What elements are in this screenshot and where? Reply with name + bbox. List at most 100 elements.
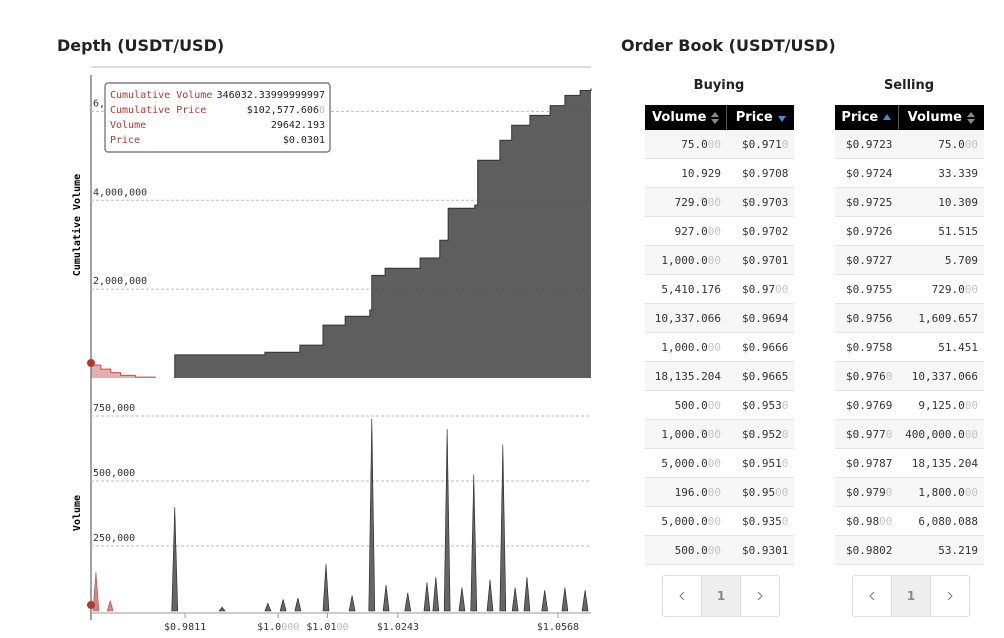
table-header: Volume Price — [645, 105, 794, 130]
tooltip-label: Cumulative Volume — [110, 90, 212, 101]
table-row: 196.000 $0.9500 — [645, 478, 794, 507]
table-row: 10,337.066 $0.9694 — [645, 304, 794, 333]
tooltip-value: 29642.193 — [271, 120, 325, 131]
column-header[interactable]: Price — [835, 105, 899, 130]
table-cell: $0.9350 — [742, 514, 789, 528]
table-row: $0.9760 10,337.066 — [835, 362, 984, 391]
volume-spike — [523, 577, 531, 612]
y-label: Cumulative Volume — [71, 174, 83, 276]
volume-spike — [432, 577, 440, 612]
table-cell: 53.219 — [938, 543, 978, 557]
table-cell: 5,000.000 — [661, 456, 721, 470]
header-text: Volume — [652, 110, 707, 125]
sort-icon — [966, 111, 975, 124]
x-tick-label: $1.0100 — [306, 622, 348, 633]
x-tick-label: $1.0243 — [377, 622, 419, 633]
table-row: 5,410.176 $0.9700 — [645, 275, 794, 304]
y-label: Volume — [72, 495, 83, 531]
table-row: $0.9800 6,080.088 — [835, 507, 984, 536]
volume-spike — [541, 590, 549, 612]
column-header[interactable]: Price — [727, 105, 794, 130]
table-cell: 500.000 — [674, 398, 721, 412]
next-page[interactable] — [931, 576, 969, 616]
table-cell: $0.9702 — [742, 224, 789, 238]
table-cell: $0.9710 — [742, 137, 789, 151]
tooltip-value: $0.0301 — [283, 135, 325, 146]
table-row: $0.9727 5.709 — [835, 246, 984, 275]
table-cell: 1,000.000 — [661, 253, 721, 267]
volume-spike — [511, 587, 519, 612]
volume-spike — [486, 579, 494, 612]
table-row: 1,000.000 $0.9701 — [645, 246, 794, 275]
volume-spike — [581, 590, 589, 612]
volume-spike — [322, 564, 330, 612]
table-row: $0.9758 51.451 — [835, 333, 984, 362]
table-cell: 18,135.204 — [654, 369, 721, 383]
table-row: $0.9769 9,125.000 — [835, 391, 984, 420]
table-cell: $0.9800 — [846, 514, 893, 528]
table-cell: 10,337.066 — [911, 369, 978, 383]
table-cell: 729.000 — [674, 195, 721, 209]
table-cell: $0.9500 — [742, 485, 789, 499]
table-cell: $0.9701 — [742, 253, 789, 267]
page-number[interactable]: 1 — [892, 576, 931, 616]
table-cell: $0.9727 — [846, 253, 893, 267]
table-cell: 1,000.000 — [661, 340, 721, 354]
header-text: Volume — [907, 110, 962, 125]
table-body: $0.9723 75.000 $0.9724 33.339 $0.9725 10.309 $… — [835, 130, 984, 565]
next-page[interactable] — [741, 576, 779, 616]
table-cell: 10,337.066 — [654, 311, 721, 325]
table-cell: $0.9760 — [846, 369, 893, 383]
prev-page[interactable] — [853, 576, 892, 616]
prev-page[interactable] — [663, 576, 702, 616]
table-row: $0.9755 729.000 — [835, 275, 984, 304]
table-cell: $0.9769 — [846, 398, 893, 412]
volume-spike — [106, 599, 114, 612]
depth-charts: Cumulative Volume Volume 2,000,000 4,000,… — [71, 66, 592, 633]
tooltip-label: Price — [110, 135, 140, 146]
pagination: 1 — [852, 575, 970, 617]
volume-spike — [368, 418, 376, 612]
volume-spike — [499, 444, 507, 612]
table-cell: $0.9708 — [742, 166, 789, 180]
depth-area — [91, 365, 156, 378]
table-cell: $0.9726 — [846, 224, 893, 238]
table-cell: 75.000 — [938, 137, 978, 151]
table-cell: $0.9666 — [742, 340, 789, 354]
sort-icon — [883, 113, 892, 120]
table-row: 1,000.000 $0.9666 — [645, 333, 794, 362]
tooltip-label: Cumulative Price — [110, 105, 206, 116]
x-tick-label: $1.0568 — [537, 622, 579, 633]
table-cell: 400,000.000 — [905, 427, 978, 441]
volume-spike — [348, 595, 356, 612]
table-cell: 1,800.000 — [918, 485, 978, 499]
x-tick-label: $0.9811 — [164, 622, 206, 633]
volume-spike — [218, 606, 226, 612]
marker — [87, 601, 95, 609]
tooltip-value: 346032.33999999997 — [217, 90, 325, 101]
volume-spike — [382, 584, 390, 612]
table-row: $0.9770 400,000.000 — [835, 420, 984, 449]
page-number[interactable]: 1 — [702, 576, 741, 616]
table-cell: $0.9703 — [742, 195, 789, 209]
table-row: 75.000 $0.9710 — [645, 130, 794, 159]
table-cell: 196.000 — [674, 485, 721, 499]
table-cell: $0.9530 — [742, 398, 789, 412]
table-row: 1,000.000 $0.9520 — [645, 420, 794, 449]
table-row: 500.000 $0.9530 — [645, 391, 794, 420]
column-header[interactable]: Volume — [899, 105, 984, 130]
table-cell: 10.309 — [938, 195, 978, 209]
volume-spike — [294, 597, 302, 612]
table-cell: 33.339 — [938, 166, 978, 180]
header-text: Price — [841, 110, 879, 125]
volume-spike — [443, 428, 451, 612]
header-text: Price — [735, 110, 773, 125]
table-cell: $0.9700 — [742, 282, 789, 296]
column-header[interactable]: Volume — [645, 105, 728, 130]
sort-icon — [777, 115, 786, 122]
volume-spike — [264, 602, 272, 612]
table-cell: $0.9301 — [742, 543, 789, 557]
table-cell: $0.9725 — [846, 195, 893, 209]
table-cell: 500.000 — [674, 543, 721, 557]
